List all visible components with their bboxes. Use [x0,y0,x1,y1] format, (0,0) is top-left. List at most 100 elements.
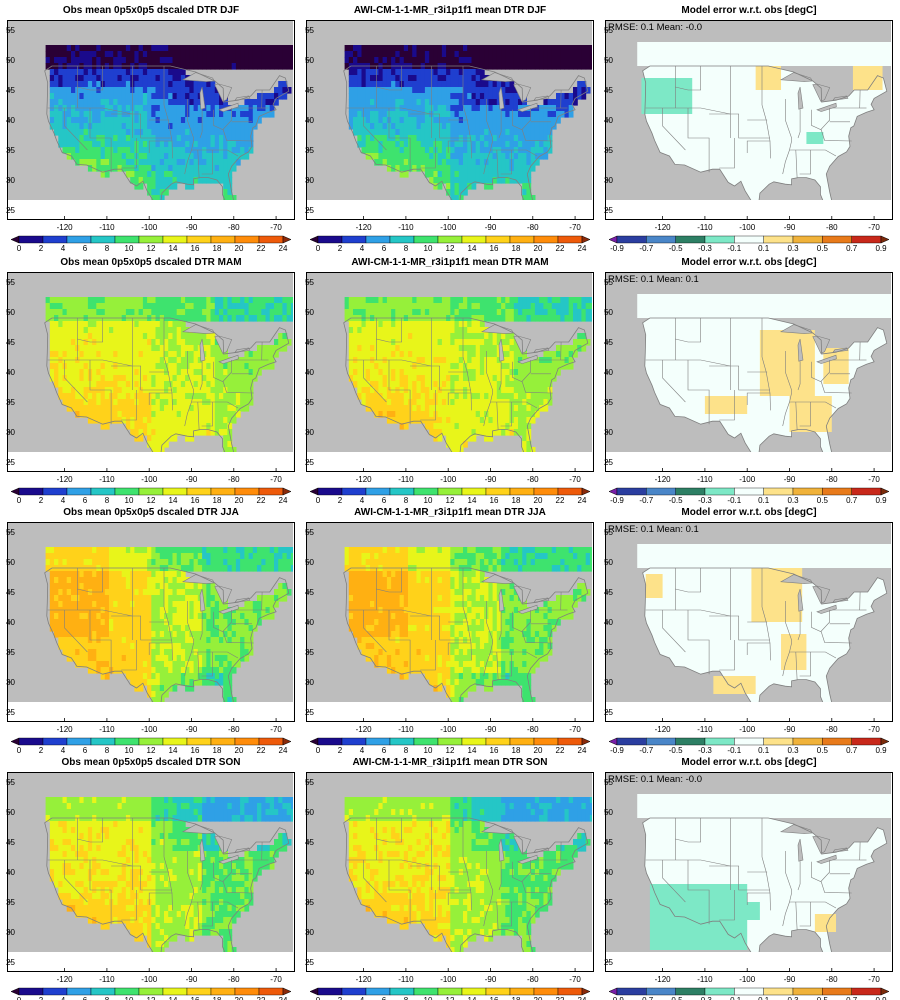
state-border [197,651,200,680]
colorbar-label: 6 [83,746,88,755]
colorbar-label: 16 [490,496,499,505]
colorbar-swatch [138,235,164,244]
lat-tick-label: 45 [604,838,613,847]
lon-tick-label: -90 [186,223,198,232]
rmse-mean-stats: RMSE: 0.1 Mean: -0.0 [608,774,702,785]
lat-tick-label: 55 [6,26,15,35]
colorbar-label: 14 [169,496,178,505]
lon-tick-label: -100 [739,725,756,734]
state-border [346,609,432,617]
state-border [761,66,771,159]
state-border [811,860,830,882]
state-border [512,108,531,130]
canada-strip [637,544,891,568]
lon-tick-label: -80 [527,475,539,484]
lon-tick-label: -120 [57,223,74,232]
lat-tick-label: 45 [6,86,15,95]
colorbar-label: 22 [257,996,266,1000]
lat-tick-label: 50 [604,558,613,567]
colorbar-swatch [704,737,735,746]
panel-model-djf: AWI-CM-1-1-MR_r3i1p1f1 mean DTR DJF 55 50 4… [305,5,594,253]
state-border [163,66,173,159]
state-border [820,881,852,894]
colorbar-label: 10 [125,746,134,755]
state-border [199,109,203,139]
colorbar-label: 12 [446,496,455,505]
colorbar-max-arrow [581,987,591,996]
lon-tick-label: -90 [784,223,796,232]
state-border [521,129,553,142]
state-border [121,390,137,421]
state-border [521,631,553,644]
state-border [795,149,798,178]
state-border [483,601,493,677]
state-border [662,108,686,151]
great-lake [498,338,505,362]
colorbar-label: 20 [534,244,543,253]
colorbar-swatch [186,737,212,746]
colorbar-label: 0.9 [875,244,887,253]
great-lake [533,597,550,603]
colorbar-swatch [341,987,367,996]
state-border [483,99,493,175]
lon-tick-label: -120 [655,725,672,734]
colorbar-label: -0.7 [639,996,653,1000]
state-border [645,359,731,367]
colorbar-label: 0 [17,996,22,1000]
colorbar-swatch [461,737,487,746]
colorbar-swatch [114,235,140,244]
colorbar-label: -0.1 [727,244,741,253]
lon-tick-label: -100 [440,223,457,232]
colorbar-label: 2 [338,496,343,505]
colorbar-label: 8 [404,496,409,505]
colorbar-swatch [616,235,647,244]
colorbar-swatch [763,235,794,244]
colorbar-swatch [734,987,764,996]
colorbar-swatch [734,235,764,244]
colorbar-swatch [317,235,343,244]
colorbar-swatch [413,235,439,244]
state-border [363,360,387,403]
state-border [496,901,499,930]
great-lake [533,347,550,353]
colorbar-swatch [437,487,463,496]
colorbar-min-arrow [309,737,319,746]
lon-tick-label: -80 [228,975,240,984]
lon-tick-label: -100 [141,475,158,484]
colorbar-label: 14 [169,244,178,253]
lat-tick-label: 35 [604,146,613,155]
colorbar-swatch [365,235,391,244]
colorbar-swatch [42,487,68,496]
colorbar-label: 0 [316,746,321,755]
great-lake [797,338,804,362]
colorbar-swatch [114,487,140,496]
map-body [7,522,293,702]
colorbar-label: 24 [578,244,587,253]
state-border [64,108,88,151]
panel-title: AWI-CM-1-1-MR_r3i1p1f1 mean DTR SON [352,757,547,768]
state-border [376,568,402,593]
state-border [222,881,254,894]
state-border [197,149,200,178]
state-border [709,113,770,139]
colorbar-label: 16 [191,746,200,755]
colorbar-label: 0.9 [875,496,887,505]
lon-tick-label: -80 [228,223,240,232]
state-border [420,890,436,921]
lat-tick-label: 50 [6,808,15,817]
panel-title: Obs mean 0p5x0p5 dscaled DTR JJA [63,507,239,518]
colorbar-label: 4 [61,244,66,253]
colorbar-min-arrow [309,987,319,996]
lat-tick-label: 55 [305,778,314,787]
state-border [687,360,710,425]
lat-tick-label: 25 [305,206,314,215]
state-border [420,640,436,671]
colorbar-swatch [162,987,188,996]
lat-tick-label: 40 [604,368,613,377]
state-border [201,652,213,677]
lon-tick-label: -120 [356,725,373,734]
state-border [797,109,801,139]
country-border [343,317,589,452]
colorbar-swatch [389,737,415,746]
colorbar-label: 24 [578,996,587,1000]
